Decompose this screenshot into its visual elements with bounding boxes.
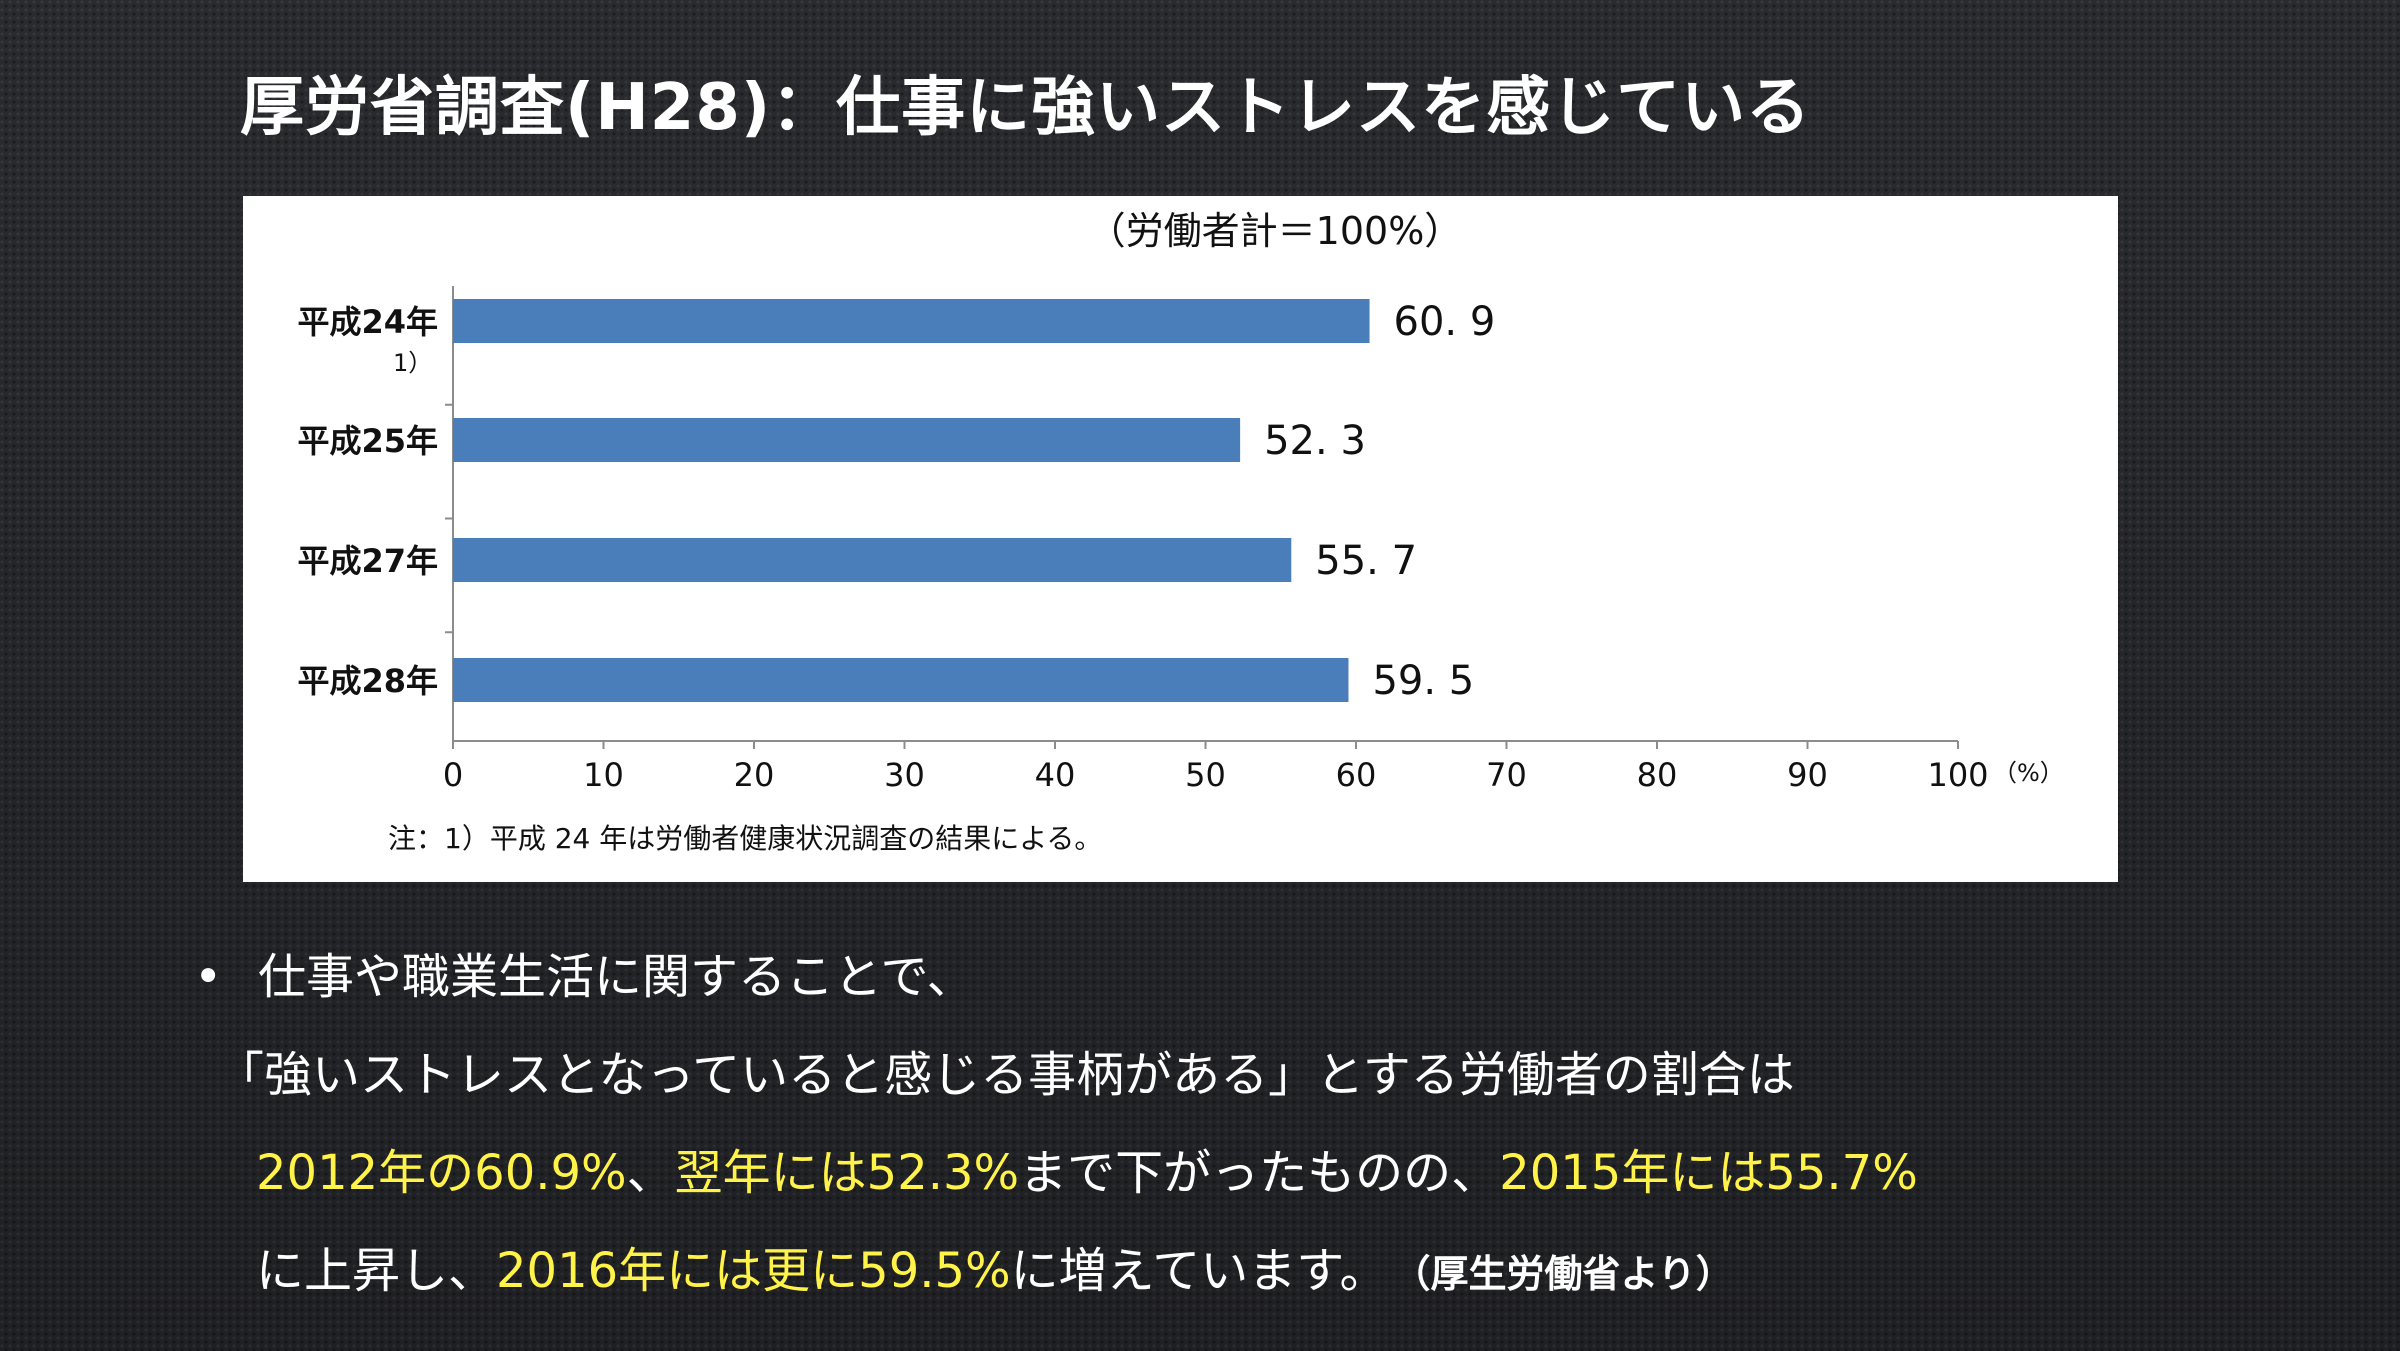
chart-panel: （労働者計＝100%） 0 10 20 30 40 50 60 70 80 90 100 （%） 60. … — [243, 196, 2118, 882]
category-label: 平成25年 — [297, 422, 438, 460]
chart-title: （労働者計＝100%） — [1088, 209, 1463, 253]
body-text: • 仕事や職業生活に関することで、 「強いストレスとなっていると感じる事柄がある」… — [190, 928, 2370, 1323]
bar — [453, 418, 1241, 462]
x-tick-label: 90 — [1787, 756, 1828, 794]
category-label: 平成27年 — [297, 542, 438, 580]
category-label: 平成24年 — [297, 303, 438, 341]
slide-title: 厚労省調査(H28)：仕事に強いストレスを感じている — [240, 71, 1812, 145]
highlight-2012: 2012年の60.9% — [256, 1145, 627, 1201]
body-line-1: • 仕事や職業生活に関することで、 — [190, 928, 2370, 1026]
x-tick-label: 40 — [1035, 756, 1076, 794]
bar — [453, 299, 1370, 343]
x-tick-label: 100 — [1927, 756, 1988, 794]
bar — [453, 538, 1292, 582]
x-tick-label: 20 — [734, 756, 775, 794]
x-tick-label: 10 — [583, 756, 624, 794]
bar-value-label: 59. 5 — [1372, 658, 1474, 704]
x-tick-label: 80 — [1637, 756, 1678, 794]
body-line-1-text: 仕事や職業生活に関することで、 — [258, 949, 975, 1005]
body-line-4-text-1: に上昇し、 — [256, 1243, 497, 1299]
bar-value-label: 55. 7 — [1315, 538, 1417, 584]
category-label: 平成28年 — [297, 662, 438, 700]
highlight-2016: 2016年には更に59.5% — [496, 1243, 1011, 1299]
category-footnote: 1） — [393, 349, 432, 377]
body-line-4-text-2: に増えています。 — [1010, 1243, 1388, 1299]
body-line-4: に上昇し、2016年には更に59.5%に増えています。 （厚生労働省より） — [190, 1222, 2370, 1323]
bar-value-label: 60. 9 — [1394, 299, 1496, 345]
highlight-next-year: 翌年には52.3% — [674, 1145, 1020, 1201]
bullet-icon: • — [194, 949, 223, 1005]
chart-note: 注：1）平成 24 年は労働者健康状況調査の結果による。 — [388, 822, 1102, 855]
highlight-2015: 2015年には55.7% — [1499, 1145, 1918, 1201]
x-tick-label: 50 — [1185, 756, 1226, 794]
body-line-3-text-2: まで下がったものの、 — [1019, 1145, 1500, 1201]
bar — [453, 658, 1349, 702]
x-tick-label: 0 — [443, 756, 463, 794]
bar-chart: （労働者計＝100%） 0 10 20 30 40 50 60 70 80 90 100 （%） 60. … — [297, 209, 2064, 855]
source-note: （厚生労働省より） — [1411, 1252, 1734, 1296]
body-line-3: 2012年の60.9%、翌年には52.3%まで下がったものの、2015年には55… — [190, 1124, 2370, 1222]
bar-value-label: 52. 3 — [1264, 418, 1366, 464]
x-tick-label: 60 — [1336, 756, 1377, 794]
body-line-2: 「強いストレスとなっていると感じる事柄がある」とする労働者の割合は — [216, 1047, 1795, 1103]
body-line-3-text-1: 、 — [626, 1145, 675, 1201]
x-unit-label: （%） — [1993, 759, 2064, 787]
x-tick-label: 30 — [884, 756, 925, 794]
x-tick-label: 70 — [1486, 756, 1527, 794]
